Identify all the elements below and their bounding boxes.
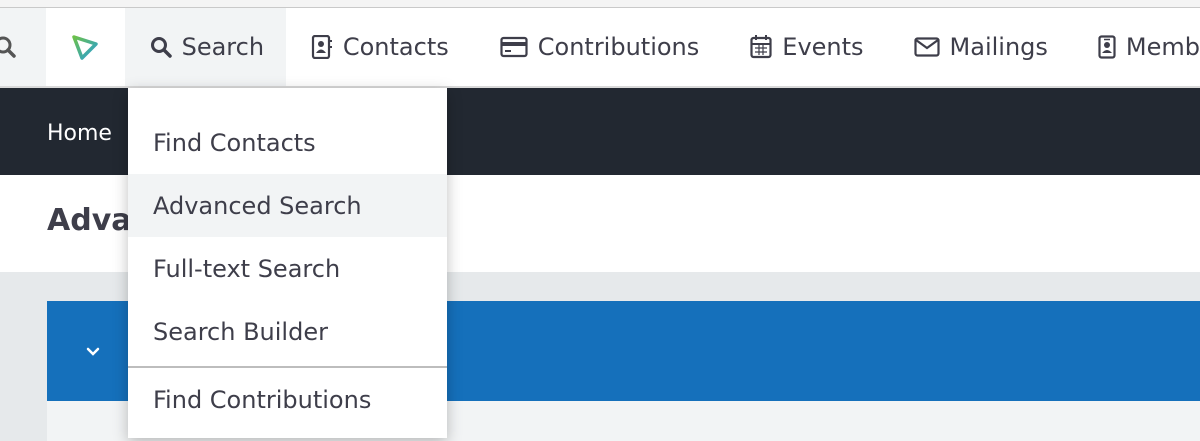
address-book-icon bbox=[311, 35, 332, 59]
page-title: Adva bbox=[47, 203, 132, 238]
nav-search[interactable]: Search bbox=[124, 8, 286, 86]
menu-item-find-contributions[interactable]: Find Contributions bbox=[153, 385, 372, 414]
menu-item-search-builder[interactable]: Search Builder bbox=[153, 318, 328, 346]
menu-item-advanced-search[interactable]: Advanced Search bbox=[128, 174, 447, 237]
menu-item-find-contacts[interactable]: Find Contacts bbox=[153, 128, 316, 157]
nav-label: Contacts bbox=[342, 33, 449, 61]
calendar-icon bbox=[750, 35, 772, 59]
credit-card-icon bbox=[500, 36, 528, 58]
logo-icon bbox=[72, 35, 98, 60]
nav-label: Memb bbox=[1125, 33, 1200, 61]
nav-label: Events bbox=[782, 33, 864, 61]
nav-memberships[interactable]: Memb bbox=[1098, 8, 1200, 86]
id-badge-icon bbox=[1098, 35, 1116, 59]
nav-label: Contributions bbox=[537, 33, 700, 61]
main-nav: Search Contacts Contributions Events Mai… bbox=[0, 8, 1200, 88]
search-dropdown-menu: Find Contacts Advanced Search Full-text … bbox=[128, 88, 447, 438]
nav-mailings[interactable]: Mailings bbox=[913, 8, 1048, 86]
search-icon bbox=[0, 36, 16, 58]
breadcrumb-home[interactable]: Home bbox=[47, 121, 112, 146]
nav-contributions[interactable]: Contributions bbox=[500, 8, 700, 86]
envelope-icon bbox=[913, 37, 940, 57]
browser-top-strip bbox=[0, 0, 1200, 8]
nav-label: Mailings bbox=[949, 33, 1048, 61]
chevron-down-icon[interactable] bbox=[83, 342, 103, 366]
menu-item-full-text-search[interactable]: Full-text Search bbox=[153, 254, 341, 283]
search-icon bbox=[150, 37, 172, 58]
quick-search-button[interactable] bbox=[0, 8, 46, 86]
menu-separator bbox=[128, 366, 447, 368]
nav-events[interactable]: Events bbox=[750, 8, 864, 86]
nav-label: Search bbox=[181, 33, 265, 61]
civicrm-logo[interactable] bbox=[46, 8, 125, 86]
nav-contacts[interactable]: Contacts bbox=[311, 8, 449, 86]
